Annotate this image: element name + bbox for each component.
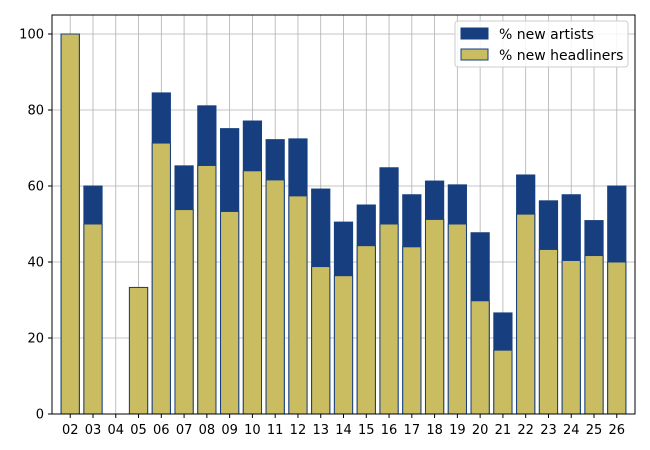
- x-tick-label: 06: [153, 423, 170, 438]
- y-tick-label: 20: [27, 332, 44, 347]
- bar-new-headliners: [561, 259, 581, 415]
- x-tick-label: 15: [358, 423, 375, 438]
- bar-new-headliners: [242, 170, 263, 415]
- x-tick-label: 07: [176, 423, 193, 438]
- x-tick-label: 20: [472, 423, 489, 438]
- bar-new-headliners: [265, 179, 285, 415]
- y-tick-label: 100: [19, 28, 44, 43]
- bar-new-headliners: [311, 266, 331, 415]
- x-tick-label: 04: [107, 423, 124, 438]
- x-tick-label: 26: [609, 423, 626, 438]
- bar-new-headliners: [493, 349, 513, 415]
- y-tick-label: 0: [36, 408, 44, 423]
- x-tick-label: 05: [130, 423, 147, 438]
- x-tick-label: 23: [540, 423, 557, 438]
- bar-new-headliners: [356, 245, 376, 415]
- legend-swatch-new-headliners: [460, 48, 489, 61]
- x-tick-label: 17: [404, 423, 421, 438]
- x-axis: 02 03 04 05 06 07 08 09 10 11 12 13 14 15 16 17 18 19 20 21…: [62, 414, 625, 438]
- x-tick-label: 25: [586, 423, 603, 438]
- bar-new-headliners: [174, 209, 194, 415]
- bar-new-headliners: [607, 261, 627, 415]
- legend-swatch-new-artists: [460, 27, 489, 40]
- bar-new-headliners: [402, 246, 422, 415]
- x-tick-label: 08: [199, 423, 216, 438]
- bar-new-headliners: [516, 213, 536, 415]
- legend-label-new-artists: % new artists: [499, 27, 594, 43]
- x-tick-label: 09: [221, 423, 238, 438]
- y-tick-label: 60: [27, 180, 44, 195]
- bar-new-headliners: [379, 223, 399, 415]
- x-tick-label: 03: [85, 423, 102, 438]
- y-tick-label: 80: [27, 104, 44, 119]
- y-axis: 0 20 40 60 80 100: [19, 28, 52, 423]
- y-tick-label: 40: [27, 256, 44, 271]
- bar-new-headliners: [128, 286, 149, 415]
- x-tick-label: 24: [563, 423, 580, 438]
- bar-new-headliners: [220, 210, 240, 415]
- bar-new-headliners: [584, 255, 604, 415]
- bar-new-headliners: [288, 195, 308, 415]
- bar-new-headliners: [60, 33, 80, 415]
- x-tick-label: 11: [267, 423, 284, 438]
- x-tick-label: 19: [449, 423, 466, 438]
- bar-new-headliners: [470, 300, 490, 415]
- bar-new-headliners: [83, 223, 103, 415]
- legend-box: [454, 20, 629, 68]
- legend: % new artists % new headliners: [454, 20, 629, 68]
- bar-new-headliners: [333, 275, 354, 415]
- x-tick-label: 21: [495, 423, 512, 438]
- x-tick-label: 14: [335, 423, 352, 438]
- x-tick-label: 02: [62, 423, 79, 438]
- x-tick-label: 12: [290, 423, 307, 438]
- bar-new-headliners: [447, 223, 467, 415]
- bar-new-headliners: [197, 164, 217, 415]
- bar-new-headliners: [424, 218, 445, 415]
- bar-new-headliners: [151, 142, 171, 415]
- x-tick-label: 16: [381, 423, 398, 438]
- x-tick-label: 18: [426, 423, 443, 438]
- bar-new-headliners: [538, 248, 559, 415]
- legend-label-new-headliners: % new headliners: [499, 48, 623, 64]
- x-tick-label: 22: [517, 423, 534, 438]
- bars: [60, 33, 627, 415]
- x-tick-label: 13: [312, 423, 329, 438]
- x-tick-label: 10: [244, 423, 261, 438]
